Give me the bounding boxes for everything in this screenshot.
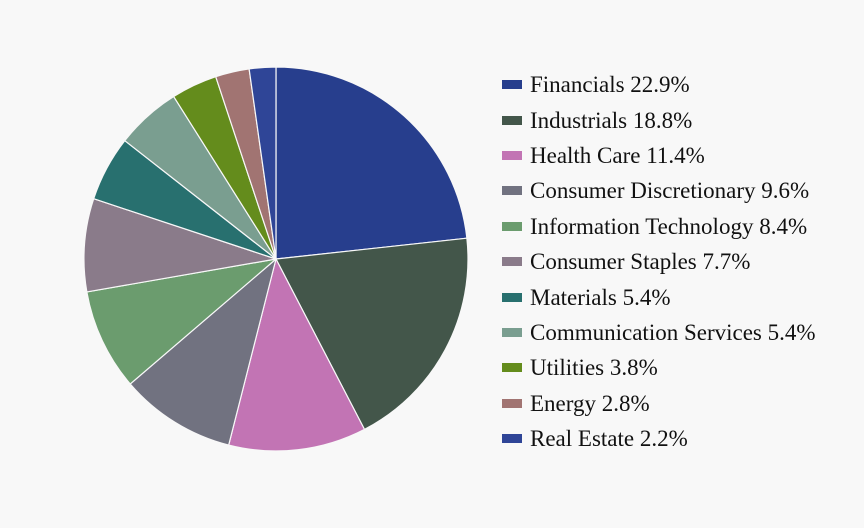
legend-label: Utilities 3.8%: [530, 355, 658, 381]
legend-swatch: [502, 398, 522, 408]
legend-item-energy: Energy 2.8%: [502, 386, 816, 421]
pie-slice-health-care: [228, 258, 366, 452]
chart-legend: Financials 22.9% Industrials 18.8% Health …: [502, 67, 816, 456]
legend-swatch: [502, 221, 522, 231]
legend-label: Real Estate 2.2%: [530, 426, 688, 452]
legend-label: Financials 22.9%: [530, 72, 690, 98]
legend-item-health-care: Health Care 11.4%: [502, 138, 816, 173]
pie-slice-consumer-discretionary: [129, 258, 277, 446]
pie-slice-industrials: [275, 237, 469, 430]
legend-label: Information Technology 8.4%: [530, 213, 808, 239]
legend-swatch: [502, 257, 522, 267]
legend-item-information-technology: Information Technology 8.4%: [502, 209, 816, 244]
legend-label: Energy 2.8%: [530, 390, 650, 416]
legend-swatch: [502, 292, 522, 302]
legend-swatch: [502, 363, 522, 373]
legend-item-communication-services: Communication Services 5.4%: [502, 315, 816, 350]
legend-label: Consumer Staples 7.7%: [530, 249, 751, 275]
pie-slice-consumer-staples: [83, 198, 277, 293]
legend-item-industrials: Industrials 18.8%: [502, 102, 816, 137]
legend-swatch: [502, 434, 522, 444]
legend-item-consumer-discretionary: Consumer Discretionary 9.6%: [502, 173, 816, 208]
legend-swatch: [502, 115, 522, 125]
legend-item-consumer-staples: Consumer Staples 7.7%: [502, 244, 816, 279]
pie-slice-financials: [275, 66, 468, 260]
legend-label: Industrials 18.8%: [530, 107, 693, 133]
legend-item-financials: Financials 22.9%: [502, 67, 816, 102]
legend-label: Communication Services 5.4%: [530, 319, 816, 345]
legend-swatch: [502, 327, 522, 337]
legend-swatch: [502, 80, 522, 90]
pie-slice-real-estate: [248, 66, 277, 260]
legend-label: Consumer Discretionary 9.6%: [530, 178, 810, 204]
legend-swatch: [502, 150, 522, 160]
legend-label: Health Care 11.4%: [530, 142, 705, 168]
legend-item-utilities: Utilities 3.8%: [502, 350, 816, 385]
legend-item-materials: Materials 5.4%: [502, 279, 816, 314]
legend-label: Materials 5.4%: [530, 284, 671, 310]
legend-swatch: [502, 186, 522, 196]
pie-slices: [83, 66, 469, 452]
pie-slice-information-technology: [86, 258, 277, 385]
legend-item-real-estate: Real Estate 2.2%: [502, 421, 816, 456]
